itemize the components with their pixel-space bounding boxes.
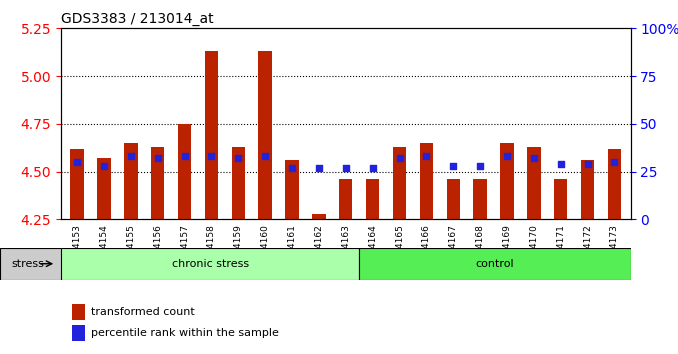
Bar: [285, 160, 299, 219]
Point: [502, 154, 513, 159]
Point: [367, 165, 378, 171]
Point: [125, 154, 136, 159]
Bar: [607, 149, 621, 219]
Bar: [73, 325, 85, 341]
Point: [582, 161, 593, 167]
Bar: [151, 147, 165, 219]
Bar: [500, 143, 514, 219]
Point: [206, 154, 217, 159]
Point: [233, 155, 244, 161]
Point: [313, 165, 324, 171]
Bar: [232, 147, 245, 219]
Text: percentile rank within the sample: percentile rank within the sample: [91, 328, 279, 338]
Point: [528, 155, 539, 161]
Point: [340, 165, 351, 171]
Text: GDS3383 / 213014_at: GDS3383 / 213014_at: [61, 12, 214, 26]
Bar: [581, 160, 595, 219]
Point: [98, 163, 109, 169]
Bar: [339, 179, 353, 219]
Point: [72, 159, 83, 165]
Point: [260, 154, 271, 159]
Point: [555, 161, 566, 167]
Bar: [473, 179, 487, 219]
Bar: [312, 214, 325, 219]
Point: [394, 155, 405, 161]
Bar: [73, 304, 85, 320]
Bar: [393, 147, 406, 219]
Bar: [554, 179, 567, 219]
Point: [421, 154, 432, 159]
Bar: [420, 143, 433, 219]
Point: [287, 165, 298, 171]
Bar: [366, 179, 380, 219]
Bar: [447, 179, 460, 219]
Point: [153, 155, 163, 161]
Bar: [178, 124, 191, 219]
Bar: [359, 248, 631, 280]
Bar: [124, 143, 138, 219]
Point: [609, 159, 620, 165]
Bar: [97, 158, 111, 219]
Point: [447, 163, 458, 169]
Text: chronic stress: chronic stress: [172, 259, 249, 269]
Bar: [527, 147, 540, 219]
Text: transformed count: transformed count: [91, 307, 195, 317]
Bar: [205, 51, 218, 219]
Text: stress: stress: [11, 259, 44, 269]
Point: [179, 154, 190, 159]
Bar: [258, 51, 272, 219]
Bar: [71, 149, 84, 219]
Bar: [61, 248, 359, 280]
Text: control: control: [476, 259, 514, 269]
Point: [475, 163, 485, 169]
